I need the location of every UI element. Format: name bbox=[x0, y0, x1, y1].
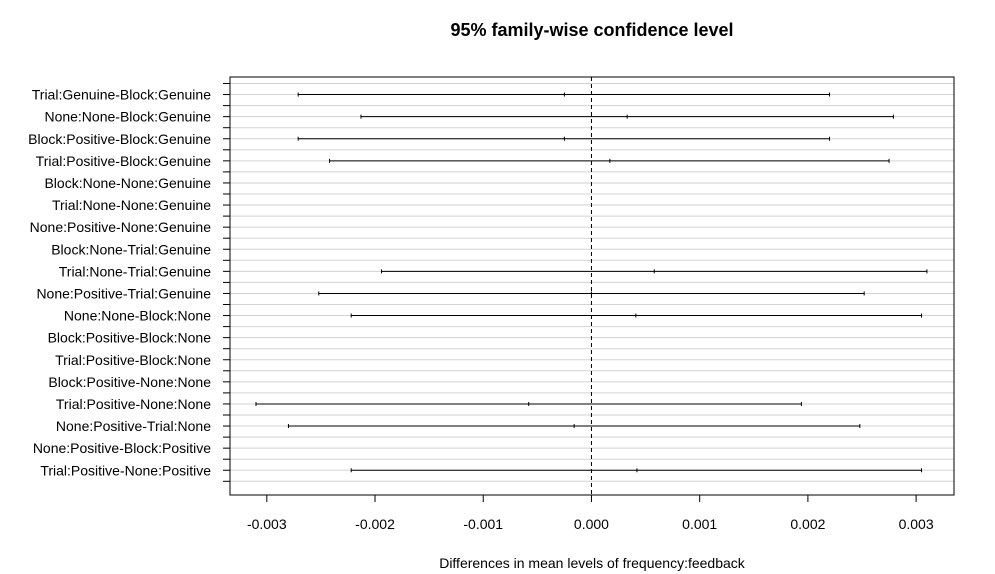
y-tick-label: Trial:Positive-None:None bbox=[56, 396, 211, 412]
x-tick-label: -0.001 bbox=[463, 516, 503, 532]
x-tick-label: 0.001 bbox=[682, 516, 717, 532]
y-tick-label: Block:Positive-Block:None bbox=[48, 330, 212, 346]
x-tick-label: 0.000 bbox=[574, 516, 609, 532]
y-tick-label: Trial:Positive-Block:None bbox=[55, 352, 211, 368]
y-axis: Trial:Genuine-Block:Genuine None:None-Blo… bbox=[28, 83, 230, 482]
intervals-layer bbox=[255, 92, 928, 473]
y-tick-label: Trial:None-None:Genuine bbox=[52, 197, 211, 213]
plot-frame bbox=[229, 76, 955, 496]
x-tick-label: -0.002 bbox=[355, 516, 395, 532]
y-tick-label: Trial:Positive-Block:Genuine bbox=[36, 153, 212, 169]
x-axis: -0.003 -0.002 -0.001 0.000 0.001 0.002 0.003 bbox=[247, 494, 934, 532]
y-tick-label: None:None-Block:None bbox=[64, 308, 211, 324]
y-tick-label: Block:None-Trial:Genuine bbox=[51, 241, 211, 257]
y-tick-label: None:None-Block:Genuine bbox=[44, 109, 211, 125]
y-tick-label: Trial:Genuine-Block:Genuine bbox=[32, 87, 211, 103]
chart-title: 95% family-wise confidence level bbox=[450, 20, 733, 40]
y-tick-label: None:Positive-Trial:None bbox=[56, 418, 211, 434]
x-tick-label: -0.003 bbox=[247, 516, 287, 532]
y-tick-label: None:Positive-None:Genuine bbox=[30, 219, 212, 235]
y-tick-label: Trial:Positive-None:Positive bbox=[40, 462, 211, 478]
x-axis-label: Differences in mean levels of frequency:… bbox=[439, 555, 746, 571]
y-tick-label: Block:Positive-Block:Genuine bbox=[28, 131, 211, 147]
grid-layer bbox=[230, 83, 954, 482]
y-tick-label: None:Positive-Trial:Genuine bbox=[36, 285, 211, 301]
y-tick-label: Trial:None-Trial:Genuine bbox=[59, 263, 211, 279]
x-tick-label: 0.002 bbox=[790, 516, 825, 532]
y-tick-label: None:Positive-Block:Positive bbox=[33, 440, 211, 456]
y-tick-label: Block:None-None:Genuine bbox=[44, 175, 211, 191]
x-tick-label: 0.003 bbox=[899, 516, 934, 532]
y-tick-label: Block:Positive-None:None bbox=[48, 374, 211, 390]
